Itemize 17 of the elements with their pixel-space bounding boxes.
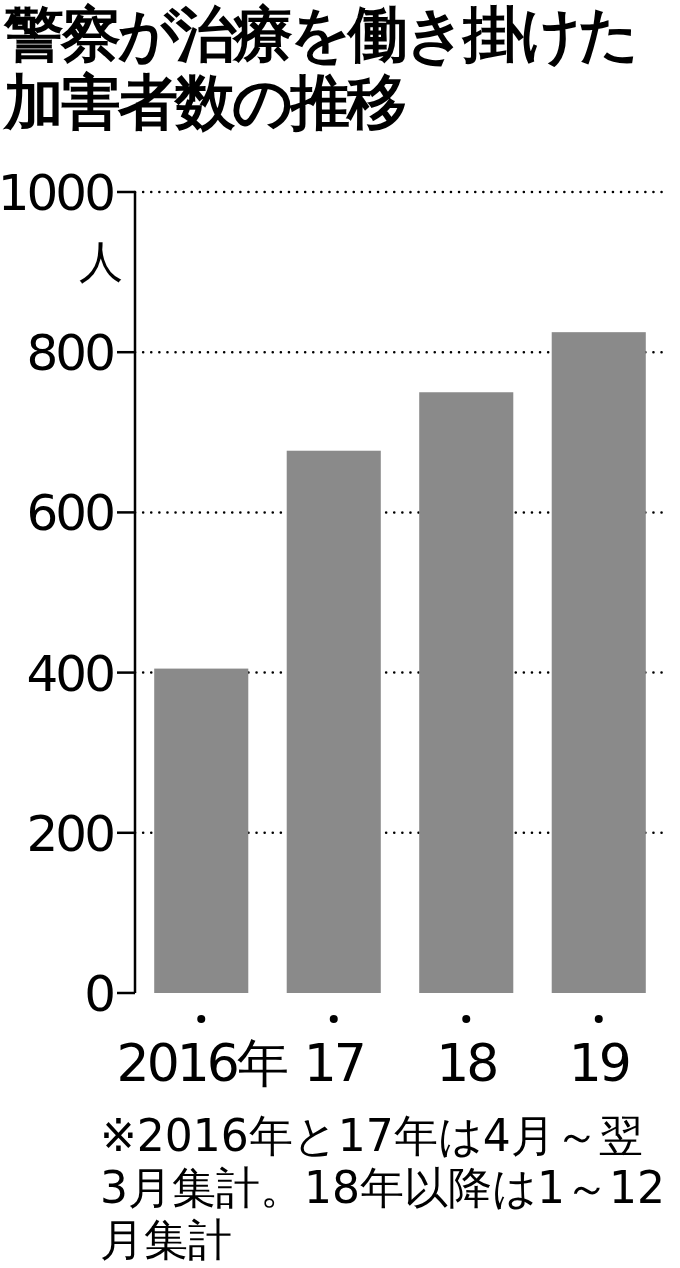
x-tick-label: 18 xyxy=(436,1033,497,1093)
x-tick-label: 17 xyxy=(303,1033,364,1093)
y-axis-title: 人 xyxy=(79,236,123,287)
text: ※2016年と17年は4月～翌3月集計。18年以降は1～12月集計 xyxy=(100,1110,666,1266)
bar xyxy=(154,668,249,993)
y-tick-label: 600 xyxy=(26,484,114,543)
x-tick-label: 2016年 xyxy=(116,1033,287,1093)
chart-title: 警察が治療を働き掛けた加害者数の推移 xyxy=(4,0,637,137)
bar xyxy=(286,450,381,993)
y-tick-label: 200 xyxy=(26,804,114,863)
y-tick-label: 0 xyxy=(84,965,114,1023)
bar xyxy=(551,332,646,993)
y-tick-label: 400 xyxy=(26,644,114,703)
bar xyxy=(419,392,514,993)
x-tick-label: 19 xyxy=(568,1033,629,1093)
y-tick-label: 800 xyxy=(26,324,114,383)
y-tick-label: 1000 xyxy=(0,164,114,222)
